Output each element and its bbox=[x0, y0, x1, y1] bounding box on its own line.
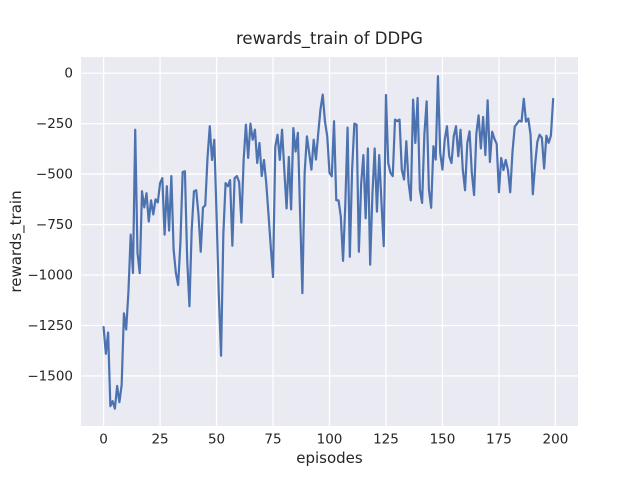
x-tick-label: 50 bbox=[208, 432, 225, 448]
y-tick-label: −250 bbox=[36, 116, 73, 132]
x-tick-label: 25 bbox=[151, 432, 168, 448]
y-tick-label: −750 bbox=[36, 217, 73, 233]
x-tick-label: 0 bbox=[99, 432, 108, 448]
y-axis-label: rewards_train bbox=[7, 190, 26, 292]
x-tick-label: 200 bbox=[543, 432, 569, 448]
gridlines bbox=[81, 57, 578, 426]
series-line bbox=[102, 75, 555, 410]
x-axis-ticks: 0 25 50 75 100 125 150 175 200 bbox=[99, 432, 568, 448]
x-tick-label: 175 bbox=[486, 432, 512, 448]
y-tick-label: −1500 bbox=[27, 368, 73, 384]
chart-title: rewards_train of DDPG bbox=[236, 29, 423, 49]
y-tick-label: −500 bbox=[36, 167, 73, 183]
y-axis-ticks: 0 −250 −500 −750 −1000 −1250 −1500 bbox=[27, 66, 73, 385]
y-tick-label: −1250 bbox=[27, 318, 73, 334]
x-tick-label: 150 bbox=[430, 432, 456, 448]
x-tick-label: 125 bbox=[373, 432, 399, 448]
x-tick-label: 75 bbox=[264, 432, 281, 448]
y-tick-label: −1000 bbox=[27, 268, 73, 284]
x-tick-label: 100 bbox=[317, 432, 343, 448]
y-tick-label: 0 bbox=[64, 66, 73, 82]
x-axis-label: episodes bbox=[296, 449, 363, 467]
